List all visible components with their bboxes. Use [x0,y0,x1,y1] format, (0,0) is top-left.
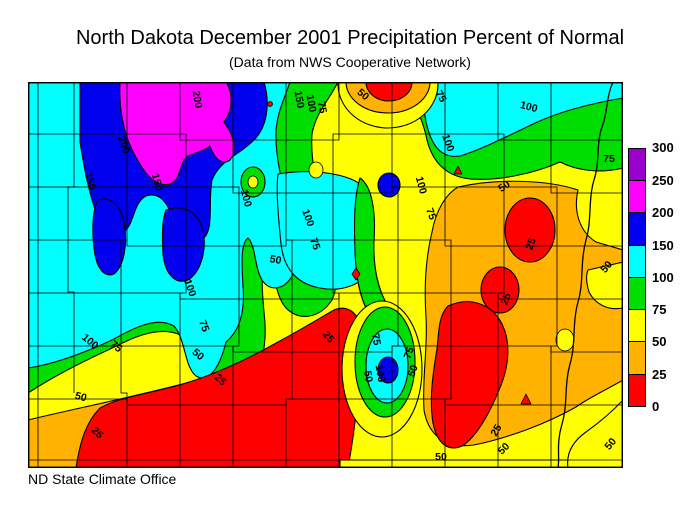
red-river-state-border [557,82,614,468]
legend-band-orange [628,341,646,375]
region-yellow-southeast-corner [567,399,623,468]
legend-band-green [628,277,646,310]
legend-band-cyan [628,245,646,278]
contour-label: 100 [181,278,198,299]
station-dot [267,101,273,107]
contour-label: 100 [373,364,388,383]
contour-label: 100 [519,99,539,115]
contour-label: 25 [499,291,514,306]
contour-label: 75 [196,318,211,333]
spot-blue-dot [377,172,401,198]
region-red-east-center [480,266,520,314]
contour-label: 75 [307,236,322,251]
region-magenta-core [119,82,235,186]
contour-label: 50 [74,390,89,405]
legend-band-blue [628,212,646,246]
contour-label: 50 [269,253,283,267]
region-blue-finger-west [92,198,127,276]
legend-tick: 25 [652,367,667,382]
contour-label: 75 [402,345,417,360]
contour-label: 100 [413,175,429,195]
region-yellow-east-band [586,261,623,310]
contour-label: 150 [82,171,98,191]
legend-tick: 250 [652,173,674,188]
spot-yellow-2 [308,161,324,179]
contour-label: 150 [292,90,307,109]
legend-band-red [628,374,646,407]
contour-label: 100 [304,94,319,113]
color-scale-legend: 300 250 200 150 100 75 50 25 0 [628,140,698,428]
contour-label: 100 [439,133,456,154]
region-red-oval-northeast [504,197,556,263]
legend-band-purple [628,148,646,181]
bullseye-blue-core [377,356,399,384]
spot-yellow-east [555,328,575,352]
page-subtitle: (Data from NWS Cooperative Network) [229,54,471,70]
marker-red-diamond [351,267,361,281]
spot-yellow [247,175,259,189]
legend-color-bar [628,148,646,407]
marker-red-triangle-south [520,393,532,405]
contour-label: 75 [432,88,448,104]
legend-tick: 0 [652,399,660,414]
contour-label: 25 [524,236,539,251]
contour-label: 75 [423,206,438,221]
legend-tick: 200 [652,205,674,220]
region-cyan-north-center [276,171,373,290]
contour-label: 100 [238,188,254,208]
contour-label: 200 [190,90,205,109]
legend-tick: 150 [652,238,674,253]
contour-label: 150 [149,172,165,192]
region-red-top-center [365,82,413,102]
contour-label: 50 [435,451,447,463]
footer-credit: ND State Climate Office [28,471,177,487]
contour-label: 25 [488,422,504,438]
contour-label: 75 [603,153,615,165]
map-border [28,82,623,468]
legend-tick: 50 [652,334,667,349]
contour-label: 50 [406,363,421,378]
legend-band-magenta [628,180,646,213]
contour-label: 100 [299,208,316,229]
contour-label: 200 [115,135,132,156]
contour-label: 50 [361,370,375,384]
region-blue-finger-east [161,207,205,282]
contour-label: 75 [369,333,383,347]
region-red-southeast [430,301,509,449]
legend-tick: 100 [652,270,674,285]
contour-label: 75 [315,101,329,115]
legend-band-yellow [628,309,646,342]
legend-tick: 75 [652,302,667,317]
legend-tick: 300 [652,140,674,155]
page-title: North Dakota December 2001 Precipitation… [75,27,625,49]
county-boundaries [28,82,623,468]
marker-red-triangle-north [453,165,463,175]
